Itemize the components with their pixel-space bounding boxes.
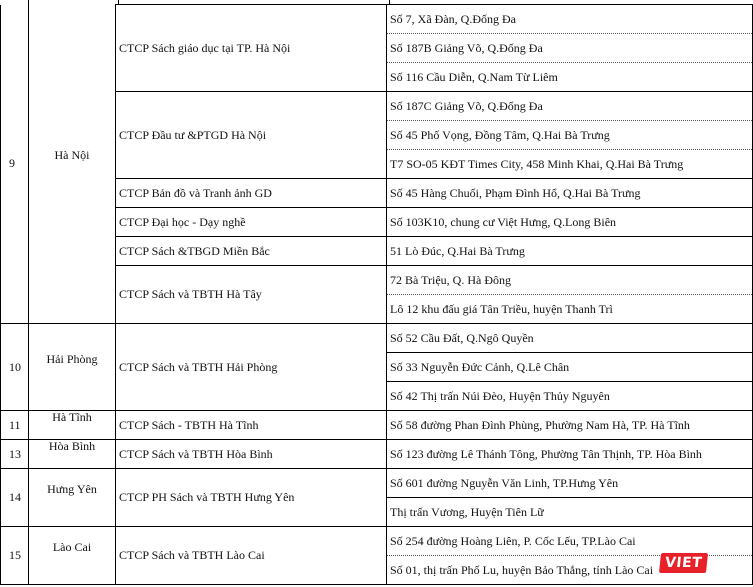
company-name: CTCP Sách và TBTH Hòa Bình [115, 439, 387, 469]
publisher-address-table: 9 Hà Nội CTCP Sách giáo dục tại TP. Hà Nội… [0, 4, 753, 585]
company-name: CTCP Đại học - Dạy nghề [115, 207, 387, 237]
table-row: 13 Hòa Bình CTCP Sách và TBTH Hòa Bình Số 1… [0, 439, 753, 469]
address-cell: Lô 12 khu đấu giá Tân Triều, huyện Thanh… [386, 294, 753, 324]
table-continuation [0, 0, 753, 5]
table-row: Số 187B Giảng Võ, Q.Đống Đa [1, 33, 753, 63]
province-name: Hà Tĩnh [52, 410, 92, 424]
row-number: 11 [0, 410, 29, 440]
province-name: Hà Nội [54, 148, 90, 163]
address-cell: Số 45 Hàng Chuối, Phạm Đình Hổ, Q.Hai Bà… [386, 178, 753, 208]
company-name: CTCP Bản đồ và Tranh ảnh GD [115, 178, 387, 208]
address-cell: Số 58 đường Phan Đình Phùng, Phường Nam … [386, 410, 753, 440]
row-number: 10 [0, 323, 29, 411]
table-row: CTCP Sách và TBTH Hà Tây 72 Bà Triệu, Q. … [1, 265, 753, 324]
row-number: 15 [0, 526, 29, 585]
address-cell: Số 601 đường Nguyễn Văn Linh, TP.Hưng Yê… [386, 468, 753, 498]
company-name: CTCP Sách &TBGD Miền Bắc [115, 236, 387, 266]
province-cell: Hà Tĩnh [28, 410, 116, 440]
address-cell: Số 187C Giảng Võ, Q.Đống Đa [386, 91, 753, 121]
address-cell: Số 45 Phố Vọng, Đồng Tâm, Q.Hai Bà Trưng [386, 120, 753, 150]
province-name: Lào Cai [52, 540, 92, 554]
column-divider [28, 0, 29, 5]
address-cell: Thị trấn Vương, Huyện Tiên Lữ [386, 497, 753, 527]
address-cell: 72 Bà Triệu, Q. Hà Đông [386, 265, 753, 295]
address-cell: Số 33 Nguyễn Đức Cảnh, Q.Lê Chân [386, 352, 753, 382]
address-cell: Số 254 đường Hoàng Liên, P. Cốc Lếu, TP.… [386, 526, 753, 556]
province-name: Hải Phòng [46, 351, 98, 366]
company-name: CTCP Sách và TBTH Hà Tây [115, 265, 387, 324]
table-row: CTCP Sách &TBGD Miền Bắc 51 Lò Đúc, Q.Hai… [1, 236, 753, 266]
row-number: 13 [0, 439, 29, 469]
table-row: T7 SO-05 KĐT Times City, 458 Minh Khai, … [1, 149, 753, 179]
table-row: Số 45 Phố Vọng, Đồng Tâm, Q.Hai Bà Trưng [1, 120, 753, 150]
company-name: CTCP Sách và TBTH Hải Phòng [115, 323, 387, 411]
address-cell: Số 103K10, chung cư Việt Hưng, Q.Long Bi… [386, 207, 753, 237]
address-cell: Số 187B Giảng Võ, Q.Đống Đa [386, 33, 753, 63]
table-row: Lô 12 khu đấu giá Tân Triều, huyện Thanh… [1, 294, 753, 324]
company-name: CTCP PH Sách và TBTH Hưng Yên [115, 468, 387, 527]
company-name: CTCP Sách giáo dục tại TP. Hà Nội [115, 4, 387, 92]
province-cell: Hải Phòng [28, 323, 116, 411]
address-cell: T7 SO-05 KĐT Times City, 458 Minh Khai, … [386, 149, 753, 179]
company-name: CTCP Sách - TBTH Hà Tĩnh [115, 410, 387, 440]
company-name: CTCP Sách và TBTH Lào Cai [115, 526, 387, 585]
table-row: Số 116 Cầu Diễn, Q.Nam Từ Liêm [1, 62, 753, 92]
table-row: 14 Hưng Yên CTCP PH Sách và TBTH Hưng Yên S… [0, 468, 753, 527]
address-cell: Số 7, Xã Đàn, Q.Đống Đa [386, 4, 753, 34]
table-row: CTCP Đại học - Dạy nghề Số 103K10, chung … [1, 207, 753, 237]
address-cell: Số 52 Cầu Đất, Q.Ngô Quyền [386, 323, 753, 353]
address-cell: Số 123 đường Lê Thánh Tông, Phường Tân T… [386, 439, 753, 469]
table-row: 9 Hà Nội CTCP Sách giáo dục tại TP. Hà Nội… [0, 4, 753, 324]
province-cell: Hưng Yên [28, 468, 116, 527]
table-row: 10 Hải Phòng CTCP Sách và TBTH Hải Phòng Số… [0, 323, 753, 411]
address-cell: Số 42 Thị trấn Núi Đèo, Huyện Thủy Nguyê… [386, 381, 753, 411]
province-name: Hòa Bình [48, 439, 96, 453]
row-number: 14 [0, 468, 29, 527]
company-name: CTCP Đầu tư &PTGD Hà Nội [115, 91, 387, 179]
table-row: Thị trấn Vương, Huyện Tiên Lữ [1, 497, 753, 527]
column-divider [118, 0, 119, 5]
province-cell: Hà Nội [28, 4, 116, 324]
address-cell: Số 116 Cầu Diễn, Q.Nam Từ Liêm [386, 62, 753, 92]
province-name: Hưng Yên [47, 482, 97, 496]
province-cell: Lào Cai [28, 526, 116, 585]
table-row: 11 Hà Tĩnh CTCP Sách - TBTH Hà Tĩnh Số 58 đ… [0, 410, 753, 440]
row-number: 9 [0, 4, 29, 324]
column-divider [389, 0, 390, 5]
address-cell: 51 Lò Đúc, Q.Hai Bà Trưng [386, 236, 753, 266]
viet-watermark-logo: VIET [658, 553, 709, 573]
table-row: 15 Lào Cai CTCP Sách và TBTH Lào Cai Số 254… [0, 526, 753, 585]
province-cell: Hòa Bình [28, 439, 116, 469]
